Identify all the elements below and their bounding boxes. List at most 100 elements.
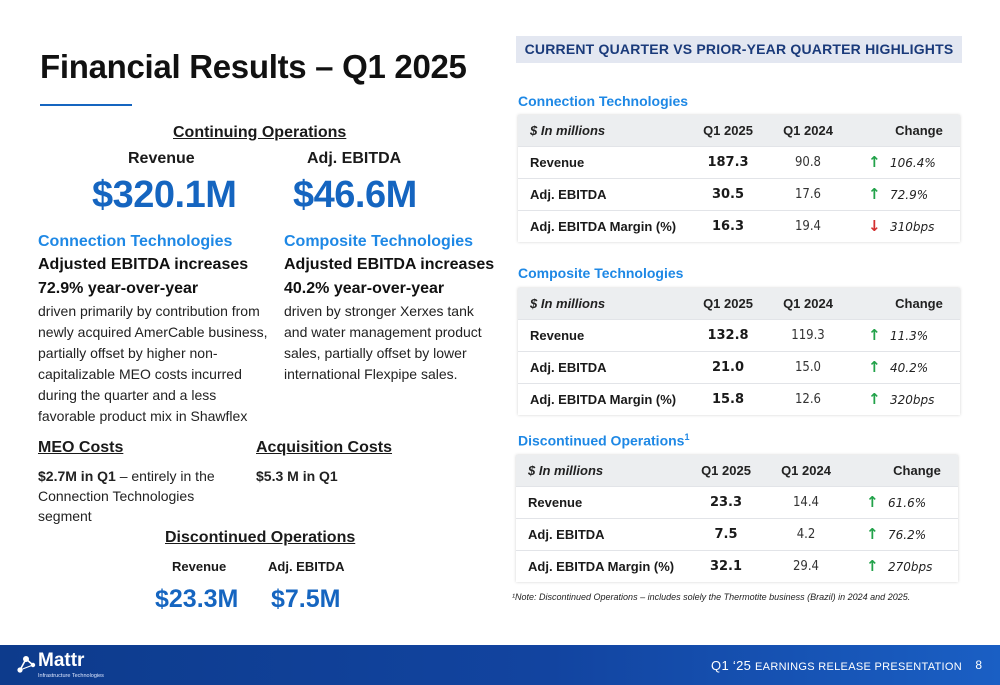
meo-costs-text: $2.7M in Q1 – entirely in the Connection… (38, 466, 248, 526)
table-title-composite: Composite Technologies (518, 265, 684, 281)
presentation-name: EARNINGS RELEASE PRESENTATION (755, 661, 962, 673)
change-cell: ↑ 270bps (846, 549, 958, 582)
discontinued-revenue-label: Revenue (172, 559, 227, 574)
row-label: Revenue (518, 145, 688, 178)
segment-headline: Adjusted EBITDA increases (284, 256, 495, 273)
table-header-cell: Q1 2024 (768, 115, 848, 146)
arrow-down-icon: ↓ (868, 217, 881, 236)
acquisition-costs-heading: Acquisition Costs (256, 439, 393, 456)
table-header-row: $ In millions Q1 2025 Q1 2024 Change (518, 288, 960, 319)
row-label: Adj. EBITDA (516, 517, 686, 550)
change-value: 320bps (890, 393, 935, 408)
meo-costs-amount: $2.7M in Q1 (38, 468, 116, 484)
q1-2025-value: 7.5 (686, 517, 766, 550)
composite-technologies-table: $ In millions Q1 2025 Q1 2024 Change Rev… (518, 288, 960, 415)
table-title-text: Discontinued Operations (518, 432, 685, 449)
table-row: Adj. EBITDA 21.0 15.0 ↑ 40.2% (518, 350, 960, 383)
arrow-up-icon: ↑ (868, 326, 881, 344)
continuing-revenue-label: Revenue (128, 150, 195, 167)
table-header-cell: $ In millions (516, 455, 686, 486)
q1-2024-value: 119.3 (768, 318, 848, 351)
segment-composite-block: Composite Technologies Adjusted EBITDA i… (284, 233, 496, 385)
change-cell: ↑ 72.9% (848, 177, 960, 210)
row-label: Revenue (516, 485, 686, 518)
footer-bar (0, 645, 1000, 685)
change-cell: ↑ 106.4% (848, 145, 960, 178)
table-header-cell: Change (848, 115, 960, 146)
table-row: Revenue 187.3 90.8 ↑ 106.4% (518, 145, 960, 178)
change-value: 270bps (888, 560, 933, 575)
footnote-marker: 1 (684, 432, 690, 442)
q1-2024-value: 19.4 (768, 209, 848, 242)
q1-2025-value: 187.3 (688, 145, 768, 178)
arrow-up-icon: ↑ (866, 557, 879, 576)
table-header-cell: Change (848, 288, 960, 319)
change-value: 61.6% (888, 496, 927, 510)
discontinued-operations-heading: Discontinued Operations (165, 529, 356, 546)
table-header-row: $ In millions Q1 2025 Q1 2024 Change (516, 455, 958, 486)
change-value: 11.3% (890, 329, 929, 343)
table-row: Revenue 132.8 119.3 ↑ 11.3% (518, 318, 960, 351)
q1-2025-value: 16.3 (688, 209, 768, 242)
discontinued-ebitda-value: $7.5M (271, 585, 341, 613)
change-value: 310bps (890, 220, 935, 235)
change-cell: ↑ 61.6% (846, 485, 958, 518)
segment-title: Composite Technologies (284, 233, 474, 250)
table-title-connection: Connection Technologies (518, 93, 689, 109)
meo-costs-heading: MEO Costs (38, 439, 124, 456)
arrow-up-icon: ↑ (868, 390, 881, 409)
q1-2025-value: 23.3 (686, 485, 766, 518)
discontinued-ebitda-label: Adj. EBITDA (268, 559, 345, 574)
change-value: 40.2% (890, 361, 929, 375)
meo-costs-detail: – entirely in the Connection Technologie… (38, 468, 215, 524)
table-header-cell: Q1 2025 (686, 455, 766, 486)
table-row: Adj. EBITDA 30.5 17.6 ↑ 72.9% (518, 177, 960, 210)
segment-headline: 40.2% year-over-year (284, 280, 445, 297)
table-header-cell: Change (846, 455, 958, 486)
discontinued-revenue-value: $23.3M (155, 585, 239, 613)
change-value: 72.9% (890, 188, 929, 202)
continuing-operations-heading: Continuing Operations (173, 124, 347, 141)
table-header-cell: Q1 2024 (768, 288, 848, 319)
segment-headline: Adjusted EBITDA increases (38, 256, 249, 273)
company-logo-text: Mattr (38, 650, 85, 671)
table-title-discontinued: Discontinued Operations1 (518, 432, 689, 449)
row-label: Adj. EBITDA Margin (%) (518, 382, 688, 415)
presentation-quarter: Q1 ‘25 (711, 658, 756, 673)
company-logo-subtitle: Infrastructure Technologies (38, 673, 104, 679)
row-label: Adj. EBITDA (518, 350, 688, 383)
row-label: Adj. EBITDA (518, 177, 688, 210)
q1-2024-value: 17.6 (768, 177, 848, 210)
q1-2024-value: 14.4 (766, 485, 846, 518)
table-header-row: $ In millions Q1 2025 Q1 2024 Change (518, 115, 960, 146)
segment-body: driven by stronger Xerxes tank and water… (284, 303, 482, 382)
change-cell: ↓ 310bps (848, 209, 960, 242)
footnote: ¹Note: Discontinued Operations – include… (512, 592, 911, 602)
q1-2024-value: 12.6 (768, 382, 848, 415)
row-label: Adj. EBITDA Margin (%) (518, 209, 688, 242)
segment-connection-block: Connection Technologies Adjusted EBITDA … (38, 233, 270, 427)
table-header-cell: $ In millions (518, 115, 688, 146)
connection-technologies-table: $ In millions Q1 2025 Q1 2024 Change Rev… (518, 115, 960, 242)
table-row: Revenue 23.3 14.4 ↑ 61.6% (516, 485, 958, 518)
page-title: Financial Results – Q1 2025 (40, 48, 467, 85)
continuing-ebitda-value: $46.6M (293, 174, 417, 216)
row-label: Adj. EBITDA Margin (%) (516, 549, 686, 582)
arrow-up-icon: ↑ (868, 358, 881, 376)
change-cell: ↑ 11.3% (848, 318, 960, 351)
change-cell: ↑ 76.2% (846, 517, 958, 550)
table-header-cell: Q1 2024 (766, 455, 846, 486)
table-row: Adj. EBITDA Margin (%) 16.3 19.4 ↓ 310bps (518, 209, 960, 242)
presentation-label: Q1 ‘25 EARNINGS RELEASE PRESENTATION (711, 658, 962, 673)
arrow-up-icon: ↑ (866, 493, 879, 511)
continuing-ebitda-label: Adj. EBITDA (307, 150, 402, 167)
q1-2024-value: 29.4 (766, 549, 846, 582)
q1-2024-value: 90.8 (768, 145, 848, 178)
discontinued-operations-table: $ In millions Q1 2025 Q1 2024 Change Rev… (516, 455, 958, 582)
table-row: Adj. EBITDA 7.5 4.2 ↑ 76.2% (516, 517, 958, 550)
table-header-cell: Q1 2025 (688, 288, 768, 319)
q1-2025-value: 32.1 (686, 549, 766, 582)
arrow-up-icon: ↑ (868, 153, 881, 171)
segment-headline: 72.9% year-over-year (38, 280, 199, 297)
q1-2025-value: 15.8 (688, 382, 768, 415)
